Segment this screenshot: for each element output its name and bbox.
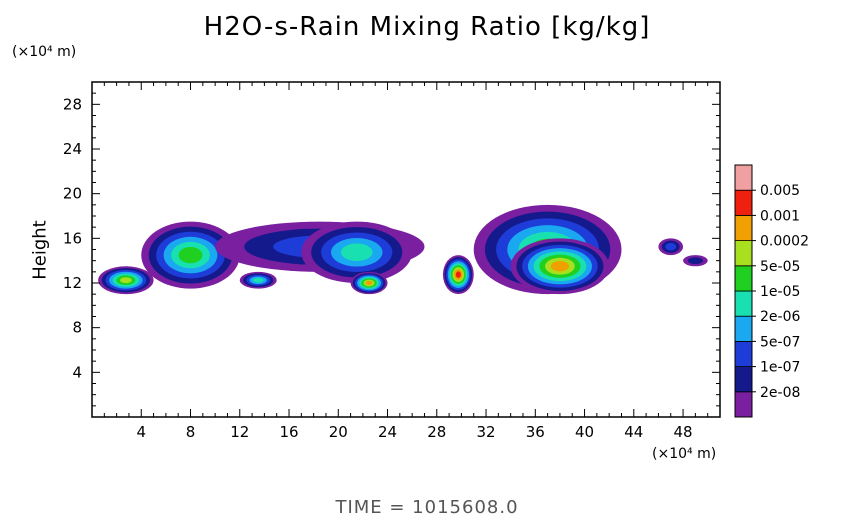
colorbar-label: 5e-05 — [760, 259, 800, 275]
colorbar-swatch — [734, 265, 753, 292]
x-tick-label: 8 — [186, 423, 196, 441]
x-tick-label: 4 — [136, 423, 146, 441]
y-tick-label: 8 — [72, 319, 82, 337]
y-tick-label: 4 — [72, 363, 82, 381]
colorbar-swatch — [734, 214, 753, 241]
contour-region-10-level-1 — [687, 257, 703, 265]
colorbar-label: 1e-07 — [760, 360, 800, 376]
colorbar-swatch — [734, 391, 753, 418]
contour-region-6-level-8 — [455, 271, 461, 278]
colorbar-swatch — [734, 189, 753, 216]
y-axis-unit: (×10⁴ m) — [12, 44, 77, 60]
x-tick-label: 40 — [575, 423, 594, 441]
contour-region-3-level-4 — [252, 277, 264, 283]
contour-region-5-level-7 — [365, 280, 373, 286]
contour-region-9-level-2 — [665, 242, 677, 251]
x-tick-label: 48 — [674, 423, 693, 441]
contour-region-0-level-6 — [120, 277, 132, 284]
y-tick-label: 12 — [63, 274, 82, 292]
colorbar-label: 2e-06 — [760, 309, 800, 325]
x-axis-unit: (×10⁴ m) — [652, 446, 717, 462]
colorbar-swatch — [734, 290, 753, 317]
x-tick-label: 24 — [378, 423, 397, 441]
colorbar-label: 2e-08 — [760, 385, 800, 401]
colorbar-swatch — [734, 366, 753, 393]
y-tick-label: 16 — [63, 229, 82, 247]
y-tick-label: 20 — [63, 185, 82, 203]
x-tick-label: 12 — [230, 423, 249, 441]
colorbar-swatch — [734, 164, 753, 191]
colorbar-swatch — [734, 340, 753, 367]
colorbar-label: 5e-07 — [760, 334, 800, 350]
x-tick-label: 36 — [526, 423, 545, 441]
contour-region-1-level-5 — [178, 246, 203, 264]
contour-region-4-level-4 — [340, 243, 373, 262]
colorbar-label: 1e-05 — [760, 284, 800, 300]
x-tick-label: 20 — [329, 423, 348, 441]
chart-title: H2O-s-Rain Mixing Ratio [kg/kg] — [203, 12, 651, 42]
x-tick-label: 32 — [476, 423, 495, 441]
colorbar-swatch — [734, 240, 753, 267]
time-footer: TIME = 1015608.0 — [335, 497, 519, 518]
colorbar-label: 0.0002 — [760, 234, 809, 250]
colorbar-label: 0.005 — [760, 183, 800, 199]
contour-region-8-level-7 — [550, 261, 570, 272]
x-tick-label: 44 — [624, 423, 643, 441]
y-tick-label: 24 — [63, 140, 82, 158]
colorbar-label: 0.001 — [760, 208, 800, 224]
x-tick-label: 16 — [279, 423, 298, 441]
x-tick-label: 28 — [427, 423, 446, 441]
y-tick-label: 28 — [63, 95, 82, 113]
colorbar-swatch — [734, 315, 753, 342]
